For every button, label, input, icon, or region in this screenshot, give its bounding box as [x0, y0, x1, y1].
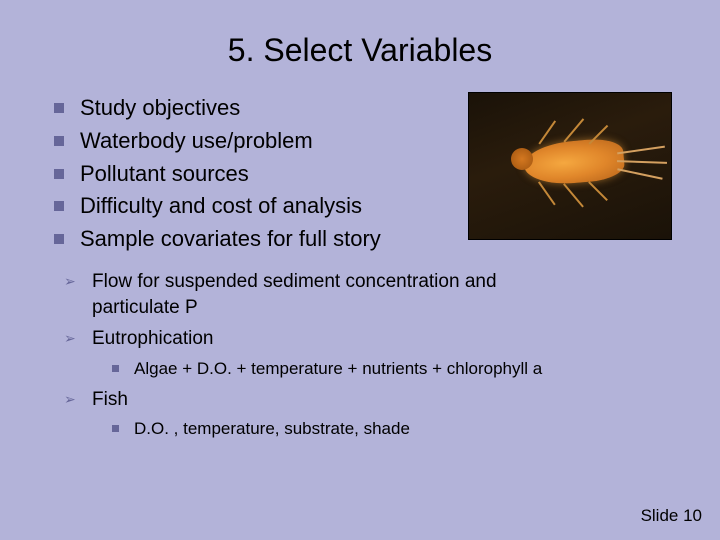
sub-bullet-list: ➢ Flow for suspended sediment concentrat…: [64, 269, 680, 441]
list-item: Difficulty and cost of analysis: [54, 191, 680, 222]
list-item: D.O. , temperature, substrate, shade: [112, 418, 680, 441]
item-text: D.O. , temperature, substrate, shade: [134, 419, 410, 438]
arrow-bullet-icon: ➢: [64, 272, 76, 291]
list-item: Sample covariates for full story: [54, 224, 680, 255]
square-bullet-icon: [54, 201, 64, 211]
list-item: ➢ Flow for suspended sediment concentrat…: [64, 269, 680, 320]
list-item: ➢ Eutrophication Algae + D.O. + temperat…: [64, 326, 680, 381]
square-bullet-icon: [112, 365, 119, 372]
sub-sub-list: D.O. , temperature, substrate, shade: [112, 418, 680, 441]
list-item: Algae + D.O. + temperature + nutrients +…: [112, 358, 680, 381]
item-text: Difficulty and cost of analysis: [80, 193, 362, 218]
sub-sub-list: Algae + D.O. + temperature + nutrients +…: [112, 358, 680, 381]
square-bullet-icon: [54, 169, 64, 179]
slide-title: 5. Select Variables: [0, 0, 720, 93]
item-text: Eutrophication: [92, 328, 213, 349]
item-text: Study objectives: [80, 95, 240, 120]
arrow-bullet-icon: ➢: [64, 390, 76, 409]
square-bullet-icon: [54, 234, 64, 244]
square-bullet-icon: [54, 136, 64, 146]
slide-number: Slide 10: [641, 506, 702, 526]
square-bullet-icon: [54, 103, 64, 113]
arrow-bullet-icon: ➢: [64, 329, 76, 348]
content-area: Study objectives Waterbody use/problem P…: [0, 93, 720, 441]
list-item: Waterbody use/problem: [54, 126, 680, 157]
list-item: ➢ Fish D.O. , temperature, substrate, sh…: [64, 387, 680, 442]
list-item: Study objectives: [54, 93, 680, 124]
item-text: Pollutant sources: [80, 161, 249, 186]
item-text: Sample covariates for full story: [80, 226, 381, 251]
item-text: Fish: [92, 389, 128, 410]
main-bullet-list: Study objectives Waterbody use/problem P…: [54, 93, 680, 255]
square-bullet-icon: [112, 425, 119, 432]
list-item: Pollutant sources: [54, 159, 680, 190]
item-text: Algae + D.O. + temperature + nutrients +…: [134, 358, 542, 381]
item-text: Flow for suspended sediment concentratio…: [92, 269, 562, 320]
item-text: Waterbody use/problem: [80, 128, 313, 153]
